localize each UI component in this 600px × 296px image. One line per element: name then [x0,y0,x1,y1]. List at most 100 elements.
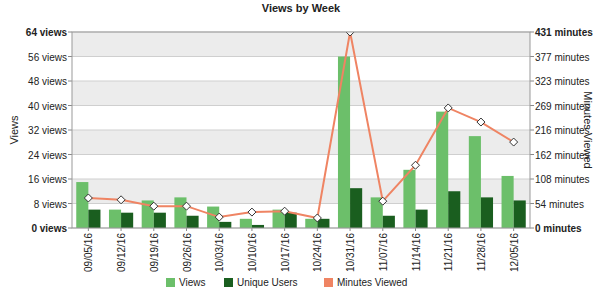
legend-label: Minutes Viewed [337,277,407,288]
x-tick-label: 10/17/16 [280,233,291,272]
y-tick [68,154,72,155]
y-tick [68,32,72,33]
y-tick-label: 40 views [28,101,67,112]
bar [154,213,166,228]
legend-label: Unique Users [237,277,298,288]
y-tick-label: 56 views [28,52,67,63]
y-tick [68,56,72,57]
y-tick-label: 24 views [28,150,67,161]
y2-tick-label: 108 minutes [535,174,589,185]
title: Views by Week [262,2,341,14]
bar [240,219,252,228]
x-tick-label: 09/26/16 [182,233,193,272]
y2-tick [530,105,534,106]
grid-line [72,81,530,82]
y2-tick [530,228,534,229]
plot-area [72,32,530,228]
y2-tick-label: 377 minutes [535,52,589,63]
grid-band [72,179,530,204]
bar [338,57,350,229]
x-tick-label: 10/24/16 [312,233,323,272]
x-tick-label: 10/10/16 [247,233,258,272]
y-tick [68,81,72,82]
grid-line [72,56,530,57]
bar [403,170,415,228]
marker [510,138,518,146]
y-tick [68,130,72,131]
bar [219,222,231,228]
marker [215,213,223,221]
marker [84,194,92,202]
bar [436,112,448,228]
legend-swatch [224,278,233,287]
bar [416,210,428,228]
plot-frame [72,32,530,228]
chart: Views by Week 0 views 8 views 16 views 24 vi… [0,0,600,296]
y2-axis-title: Minutes Viewed [582,91,594,168]
bar [383,216,395,228]
line [88,32,513,218]
bar [350,188,362,228]
bar [109,210,121,228]
bar [187,216,199,228]
y-tick [68,105,72,106]
plot-marks [76,32,525,228]
bar [174,197,186,228]
y2-tick [530,32,534,33]
y2-tick [530,130,534,131]
grid-line [72,105,530,106]
marker [150,202,158,210]
y-tick-label: 0 views [31,223,67,234]
marker [412,161,420,169]
grid-band [72,32,530,57]
y2-tick-label: 54 minutes [535,199,584,210]
marker [183,202,191,210]
bar [514,200,526,228]
y2-tick [530,56,534,57]
legend-swatch [166,278,175,287]
bar [285,213,297,228]
marker [313,214,321,222]
legend-label: Views [179,277,206,288]
bar [502,176,514,228]
x-tick-label: 11/14/16 [411,233,422,272]
y-tick-label: 64 views [26,27,68,38]
y2-tick [530,154,534,155]
y2-tick [530,179,534,180]
bar [481,197,493,228]
y-tick-label: 48 views [28,76,67,87]
y-tick-label: 8 views [34,199,67,210]
legend-swatch [324,278,333,287]
y-tick-label: 32 views [28,125,67,136]
y-tick [68,203,72,204]
x-tick-label: 09/05/16 [83,233,94,272]
bar [121,213,133,228]
x-tick-label: 09/12/16 [116,233,127,272]
grid-band [72,130,530,155]
grid-line [72,179,530,180]
legend: Views Unique Users Minutes Viewed [166,277,407,288]
y-tick-label: 16 views [28,174,67,185]
x-tick-label: 11/07/16 [378,233,389,272]
y-tick [68,179,72,180]
y2-tick-label: 162 minutes [535,150,589,161]
y2-tick [530,81,534,82]
bar [469,136,481,228]
chart-root: Views by Week 0 views 8 views 16 views 24 vi… [0,0,600,296]
marker [444,104,452,112]
marker [379,197,387,205]
x-tick-label: 10/03/16 [214,233,225,272]
x-tick-label: 11/21/16 [443,233,454,272]
y2-tick [530,203,534,204]
marker [248,208,256,216]
marker [117,196,125,204]
x-tick-label: 10/31/16 [345,233,356,272]
y2-tick-label: 323 minutes [535,76,589,87]
marker [281,207,289,215]
x-tick-label: 12/05/16 [509,233,520,272]
grid-band [72,81,530,106]
grid-line [72,130,530,131]
y2-tick-label: 0 minutes [535,223,582,234]
marker [346,32,354,36]
y2-tick-label: 431 minutes [535,27,593,38]
